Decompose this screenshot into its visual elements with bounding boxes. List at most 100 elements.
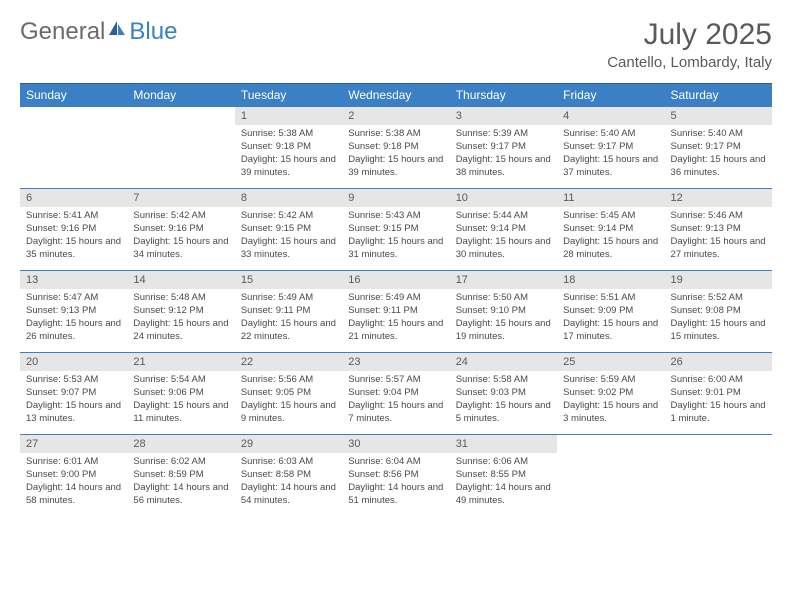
day-content: Sunrise: 5:49 AMSunset: 9:11 PMDaylight:… xyxy=(342,289,449,349)
sunset-text: Sunset: 9:15 PM xyxy=(241,223,336,236)
daylight-text: Daylight: 15 hours and 11 minutes. xyxy=(133,400,228,426)
sunrise-text: Sunrise: 5:41 AM xyxy=(26,210,121,223)
day-cell: 13Sunrise: 5:47 AMSunset: 9:13 PMDayligh… xyxy=(20,271,127,352)
day-number: 24 xyxy=(450,353,557,371)
day-content: Sunrise: 5:38 AMSunset: 9:18 PMDaylight:… xyxy=(342,125,449,185)
header-cell-wednesday: Wednesday xyxy=(342,84,449,106)
title-block: July 2025 Cantello, Lombardy, Italy xyxy=(607,18,772,71)
header-cell-saturday: Saturday xyxy=(665,84,772,106)
day-cell: 22Sunrise: 5:56 AMSunset: 9:05 PMDayligh… xyxy=(235,353,342,434)
daylight-text: Daylight: 15 hours and 39 minutes. xyxy=(348,154,443,180)
sunrise-text: Sunrise: 6:01 AM xyxy=(26,456,121,469)
daylight-text: Daylight: 14 hours and 56 minutes. xyxy=(133,482,228,508)
sunset-text: Sunset: 9:07 PM xyxy=(26,387,121,400)
daylight-text: Daylight: 15 hours and 33 minutes. xyxy=(241,236,336,262)
sunset-text: Sunset: 9:11 PM xyxy=(241,305,336,318)
day-content: Sunrise: 5:39 AMSunset: 9:17 PMDaylight:… xyxy=(450,125,557,185)
sunset-text: Sunset: 9:13 PM xyxy=(26,305,121,318)
day-number: 23 xyxy=(342,353,449,371)
week-row: 6Sunrise: 5:41 AMSunset: 9:16 PMDaylight… xyxy=(20,188,772,270)
sunset-text: Sunset: 9:17 PM xyxy=(671,141,766,154)
daylight-text: Daylight: 15 hours and 9 minutes. xyxy=(241,400,336,426)
day-cell: 27Sunrise: 6:01 AMSunset: 9:00 PMDayligh… xyxy=(20,435,127,516)
sail-icon xyxy=(107,18,127,46)
day-content: Sunrise: 5:42 AMSunset: 9:15 PMDaylight:… xyxy=(235,207,342,267)
week-row: 20Sunrise: 5:53 AMSunset: 9:07 PMDayligh… xyxy=(20,352,772,434)
daylight-text: Daylight: 15 hours and 3 minutes. xyxy=(563,400,658,426)
day-content: Sunrise: 6:04 AMSunset: 8:56 PMDaylight:… xyxy=(342,453,449,513)
day-content: Sunrise: 5:49 AMSunset: 9:11 PMDaylight:… xyxy=(235,289,342,349)
day-content: Sunrise: 5:46 AMSunset: 9:13 PMDaylight:… xyxy=(665,207,772,267)
day-content: Sunrise: 5:53 AMSunset: 9:07 PMDaylight:… xyxy=(20,371,127,431)
day-content: Sunrise: 5:40 AMSunset: 9:17 PMDaylight:… xyxy=(557,125,664,185)
daylight-text: Daylight: 15 hours and 26 minutes. xyxy=(26,318,121,344)
day-number: 5 xyxy=(665,107,772,125)
daylight-text: Daylight: 15 hours and 35 minutes. xyxy=(26,236,121,262)
day-content: Sunrise: 5:51 AMSunset: 9:09 PMDaylight:… xyxy=(557,289,664,349)
daylight-text: Daylight: 15 hours and 28 minutes. xyxy=(563,236,658,262)
day-cell: 21Sunrise: 5:54 AMSunset: 9:06 PMDayligh… xyxy=(127,353,234,434)
day-cell: 16Sunrise: 5:49 AMSunset: 9:11 PMDayligh… xyxy=(342,271,449,352)
sunrise-text: Sunrise: 5:59 AM xyxy=(563,374,658,387)
day-content: Sunrise: 5:41 AMSunset: 9:16 PMDaylight:… xyxy=(20,207,127,267)
day-empty xyxy=(20,107,127,188)
day-cell: 31Sunrise: 6:06 AMSunset: 8:55 PMDayligh… xyxy=(450,435,557,516)
sunset-text: Sunset: 8:56 PM xyxy=(348,469,443,482)
day-number: 18 xyxy=(557,271,664,289)
day-content: Sunrise: 6:06 AMSunset: 8:55 PMDaylight:… xyxy=(450,453,557,513)
day-cell: 11Sunrise: 5:45 AMSunset: 9:14 PMDayligh… xyxy=(557,189,664,270)
daylight-text: Daylight: 14 hours and 58 minutes. xyxy=(26,482,121,508)
day-number: 22 xyxy=(235,353,342,371)
day-empty xyxy=(665,435,772,516)
sunset-text: Sunset: 9:13 PM xyxy=(671,223,766,236)
day-cell: 2Sunrise: 5:38 AMSunset: 9:18 PMDaylight… xyxy=(342,107,449,188)
day-number: 7 xyxy=(127,189,234,207)
day-number: 27 xyxy=(20,435,127,453)
logo-text-general: General xyxy=(20,18,105,46)
day-content: Sunrise: 6:00 AMSunset: 9:01 PMDaylight:… xyxy=(665,371,772,431)
daylight-text: Daylight: 15 hours and 13 minutes. xyxy=(26,400,121,426)
day-cell: 7Sunrise: 5:42 AMSunset: 9:16 PMDaylight… xyxy=(127,189,234,270)
day-cell: 28Sunrise: 6:02 AMSunset: 8:59 PMDayligh… xyxy=(127,435,234,516)
day-number: 12 xyxy=(665,189,772,207)
day-number: 2 xyxy=(342,107,449,125)
sunset-text: Sunset: 9:14 PM xyxy=(563,223,658,236)
header-cell-thursday: Thursday xyxy=(450,84,557,106)
header-cell-sunday: Sunday xyxy=(20,84,127,106)
sunrise-text: Sunrise: 5:53 AM xyxy=(26,374,121,387)
day-content: Sunrise: 5:48 AMSunset: 9:12 PMDaylight:… xyxy=(127,289,234,349)
day-number: 4 xyxy=(557,107,664,125)
daylight-text: Daylight: 15 hours and 34 minutes. xyxy=(133,236,228,262)
day-content: Sunrise: 5:44 AMSunset: 9:14 PMDaylight:… xyxy=(450,207,557,267)
calendar-body: 1Sunrise: 5:38 AMSunset: 9:18 PMDaylight… xyxy=(20,106,772,516)
day-cell: 9Sunrise: 5:43 AMSunset: 9:15 PMDaylight… xyxy=(342,189,449,270)
day-number: 15 xyxy=(235,271,342,289)
calendar: Sunday Monday Tuesday Wednesday Thursday… xyxy=(20,83,772,516)
sunrise-text: Sunrise: 5:40 AM xyxy=(671,128,766,141)
sunset-text: Sunset: 9:18 PM xyxy=(348,141,443,154)
sunrise-text: Sunrise: 5:38 AM xyxy=(348,128,443,141)
daylight-text: Daylight: 15 hours and 39 minutes. xyxy=(241,154,336,180)
daylight-text: Daylight: 15 hours and 15 minutes. xyxy=(671,318,766,344)
day-content: Sunrise: 6:02 AMSunset: 8:59 PMDaylight:… xyxy=(127,453,234,513)
day-cell: 12Sunrise: 5:46 AMSunset: 9:13 PMDayligh… xyxy=(665,189,772,270)
day-content: Sunrise: 5:50 AMSunset: 9:10 PMDaylight:… xyxy=(450,289,557,349)
sunset-text: Sunset: 9:02 PM xyxy=(563,387,658,400)
sunset-text: Sunset: 9:03 PM xyxy=(456,387,551,400)
sunrise-text: Sunrise: 5:42 AM xyxy=(241,210,336,223)
sunset-text: Sunset: 9:04 PM xyxy=(348,387,443,400)
day-cell: 10Sunrise: 5:44 AMSunset: 9:14 PMDayligh… xyxy=(450,189,557,270)
sunrise-text: Sunrise: 5:42 AM xyxy=(133,210,228,223)
daylight-text: Daylight: 14 hours and 49 minutes. xyxy=(456,482,551,508)
day-content: Sunrise: 5:43 AMSunset: 9:15 PMDaylight:… xyxy=(342,207,449,267)
sunrise-text: Sunrise: 5:50 AM xyxy=(456,292,551,305)
daylight-text: Daylight: 15 hours and 30 minutes. xyxy=(456,236,551,262)
day-content: Sunrise: 5:58 AMSunset: 9:03 PMDaylight:… xyxy=(450,371,557,431)
week-row: 1Sunrise: 5:38 AMSunset: 9:18 PMDaylight… xyxy=(20,106,772,188)
day-cell: 4Sunrise: 5:40 AMSunset: 9:17 PMDaylight… xyxy=(557,107,664,188)
day-cell: 25Sunrise: 5:59 AMSunset: 9:02 PMDayligh… xyxy=(557,353,664,434)
day-content: Sunrise: 5:40 AMSunset: 9:17 PMDaylight:… xyxy=(665,125,772,185)
sunset-text: Sunset: 9:08 PM xyxy=(671,305,766,318)
day-cell: 14Sunrise: 5:48 AMSunset: 9:12 PMDayligh… xyxy=(127,271,234,352)
location: Cantello, Lombardy, Italy xyxy=(607,54,772,71)
